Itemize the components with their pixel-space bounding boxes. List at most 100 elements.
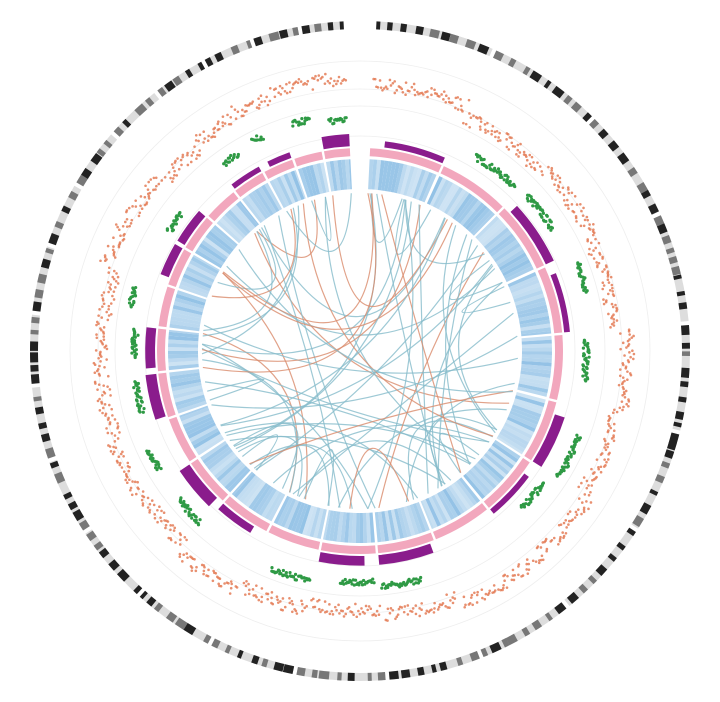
heat-cell — [276, 176, 293, 206]
scatter-point — [160, 519, 163, 523]
scatter-point — [181, 560, 184, 563]
scatter-point — [109, 450, 113, 453]
scatter-point — [476, 590, 479, 594]
heat-cell — [500, 428, 529, 446]
scatter-point — [137, 409, 141, 413]
scatter-point — [607, 419, 610, 423]
heat-cell — [336, 511, 344, 542]
heat-cell — [169, 369, 200, 377]
scatter-point — [527, 568, 531, 571]
scatter-point — [169, 524, 172, 527]
scatter-point — [493, 166, 497, 170]
heat-cell — [505, 419, 535, 436]
heat-cell — [521, 364, 552, 371]
heat-cell — [493, 242, 521, 263]
scatter-point — [567, 519, 571, 523]
scatter-point — [524, 497, 528, 502]
heat-cell — [442, 488, 462, 517]
heat-cell — [168, 343, 199, 348]
scatter-point — [615, 309, 618, 313]
scatter-point — [121, 450, 124, 454]
scatter-point — [567, 188, 570, 191]
scatter-point — [602, 465, 606, 468]
scatter-point — [139, 204, 142, 208]
scatter-point — [146, 506, 150, 509]
scatter-point — [367, 605, 371, 608]
scatter-point — [106, 244, 110, 248]
scatter-point — [145, 201, 149, 204]
scatter-point — [425, 609, 429, 613]
scatter-point — [535, 546, 539, 550]
link — [278, 215, 376, 509]
heat-cell — [362, 512, 368, 543]
scatter-point — [401, 90, 405, 94]
bar-block — [318, 552, 365, 566]
scatter-point — [169, 528, 172, 532]
scatter-point — [194, 569, 198, 573]
scatter-point — [217, 582, 220, 586]
scatter-point — [157, 182, 161, 186]
ideogram-band — [45, 447, 56, 459]
scatter-point — [520, 575, 523, 578]
ideogram-band — [654, 474, 665, 484]
heat-cell — [521, 339, 552, 345]
scatter-point — [547, 165, 550, 169]
heat-cell — [463, 473, 486, 500]
scatter-point — [105, 358, 108, 361]
scatter-point — [268, 87, 272, 90]
scatter-point — [198, 518, 202, 522]
scatter-point — [155, 184, 158, 188]
scatter-point — [610, 316, 613, 320]
scatter-point — [384, 618, 388, 622]
scatter-point — [587, 484, 590, 487]
scatter-point — [627, 330, 631, 333]
scatter-point — [452, 591, 456, 594]
ideogram-band — [68, 190, 79, 201]
scatter-point — [314, 74, 317, 78]
ring-segment — [440, 166, 503, 213]
scatter-point — [255, 106, 259, 109]
scatter-point — [291, 86, 294, 90]
scatter-point — [242, 114, 245, 118]
scatter-point — [624, 367, 628, 370]
ideogram-band — [311, 669, 318, 679]
scatter-point — [179, 158, 183, 162]
scatter-point — [126, 461, 130, 465]
scatter-point — [124, 478, 127, 482]
scatter-point — [233, 108, 237, 111]
heat-cell — [446, 188, 467, 217]
scatter-point — [588, 228, 592, 231]
heat-cell — [297, 168, 311, 198]
scatter-point — [601, 281, 605, 285]
heat-cell — [182, 273, 212, 289]
scatter-point — [118, 228, 121, 232]
heat-cell — [377, 160, 385, 191]
heat-cell — [486, 230, 512, 252]
scatter-point — [438, 95, 441, 98]
scatter-point — [183, 509, 187, 513]
scatter-point — [604, 443, 608, 446]
scatter-point — [550, 226, 555, 230]
scatter-point — [106, 374, 110, 378]
scatter-point — [584, 379, 588, 383]
scatter-point — [610, 283, 614, 287]
scatter-point — [112, 245, 115, 248]
scatter-point — [585, 366, 589, 371]
link — [242, 434, 279, 471]
scatter-point — [130, 351, 134, 355]
scatter-point — [360, 583, 365, 587]
heat-cell — [487, 447, 514, 469]
scatter-point — [185, 552, 189, 555]
heat-cell — [420, 500, 435, 530]
scatter-point — [581, 364, 586, 368]
ideogram-band — [30, 341, 39, 351]
scatter-point — [389, 84, 393, 87]
scatter-point — [444, 604, 447, 608]
heat-cell — [499, 430, 528, 450]
heat-cell — [517, 308, 549, 319]
heat-cell — [489, 236, 517, 257]
scatter-point — [229, 153, 233, 158]
heat-cell — [280, 498, 297, 528]
scatter-point — [319, 610, 322, 614]
scatter-point — [229, 580, 233, 583]
